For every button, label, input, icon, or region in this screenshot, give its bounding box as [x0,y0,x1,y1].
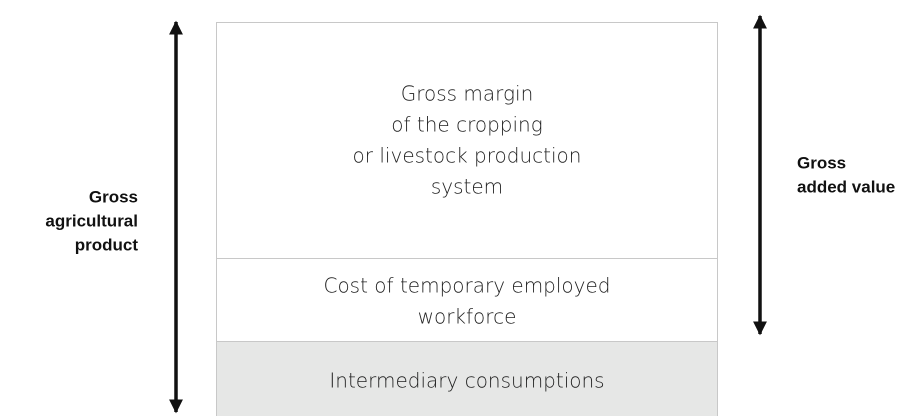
box-text: or livestock production [353,144,582,168]
box-text: workforce [418,305,517,329]
box-text: Cost of temporary employed [323,274,610,298]
right-label: added value [797,177,895,196]
texts: Gross margin of the cropping or livestock … [45,82,895,393]
box-text: Gross margin [401,82,534,106]
left-label: Gross [89,187,138,206]
box-text: Intermediary consumptions [329,369,604,393]
left-label: agricultural [45,211,138,230]
consumption-box [216,341,718,416]
workforce-box [216,258,718,342]
gross-margin-box [216,22,718,259]
left-label: product [75,235,139,254]
box-text: of the cropping [391,113,542,137]
right-label: Gross [797,153,846,172]
box-text: system [431,175,503,199]
